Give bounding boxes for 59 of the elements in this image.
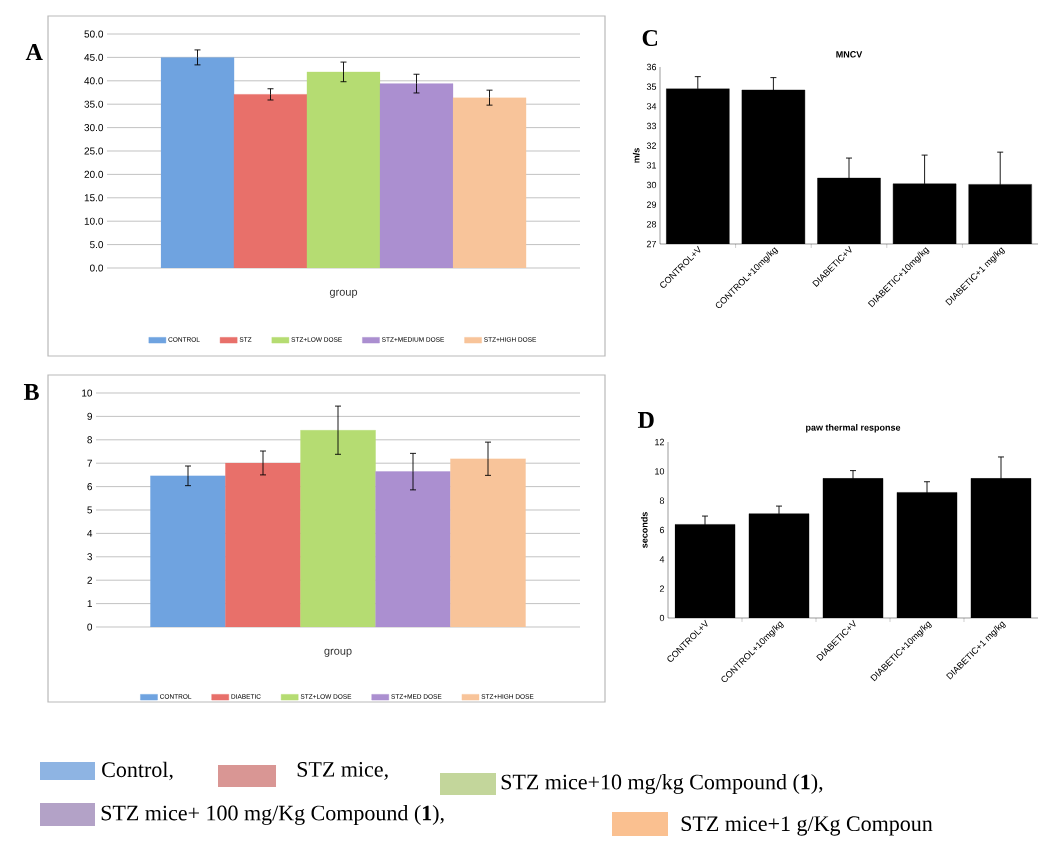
y-tick-label: 35 [646,83,657,90]
text: Control, [102,761,173,781]
text: C [642,29,658,47]
y-tick-label: 1 [87,600,92,608]
text: A [25,44,43,60]
y-tick-label: 10.0 [84,217,104,225]
y-tick-label: 3 [87,553,93,561]
y-tick-label: 2 [87,576,92,584]
bar [452,97,527,268]
y-tick-label: 9 [87,412,93,420]
y-tick-label: 30.0 [84,124,104,132]
y-tick-label: 0 [87,623,93,631]
y-tick-label: 34 [646,103,657,110]
y-tick-label: 15.0 [84,194,104,202]
bar [225,462,301,627]
y-tick-label: 4 [659,556,665,563]
text: STZ mice, [297,762,388,780]
text: B [23,384,39,400]
y-tick-label: 29 [646,201,657,208]
text: D [637,412,654,428]
y-tick-label: 33 [646,122,657,130]
y-tick-label: 0.0 [89,264,104,272]
y-tick-label: 45.0 [84,53,104,61]
y-tick-label: 8 [659,497,665,504]
y-tick-label: 2 [659,585,665,592]
text: STZ mice+1 g/Kg Compoun [681,816,933,836]
y-tick-label: 35.0 [84,100,104,108]
y-tick-label: 12 [655,438,665,446]
chart-title: MNCV [836,51,863,58]
y-tick-label: 10 [82,389,93,397]
bar [300,430,376,627]
y-tick-label: 50.0 [84,30,104,38]
text: STZ mice+ 100 mg/Kg Compound (1), [101,804,444,825]
y-tick-label: 8 [87,436,93,444]
y-tick-label: 30 [646,181,657,189]
chart-title: paw thermal response [806,424,901,433]
y-tick-label: 32 [646,142,657,149]
y-tick-label: 6 [659,526,665,534]
y-tick-label: 7 [87,459,92,467]
y-tick-label: 31 [646,162,657,169]
bar [379,83,454,268]
y-tick-label: 10 [655,468,665,475]
x-axis-title: group [329,289,358,298]
y-axis-title: m/s [632,148,640,163]
y-tick-label: 27 [646,240,657,248]
y-tick-label: 36 [646,63,657,71]
y-tick-label: 20.0 [84,170,104,178]
text: STZ mice+10 mg/kg Compound (1), [501,773,823,795]
y-tick-label: 4 [87,529,93,537]
bar [306,71,381,268]
y-tick-label: 5 [87,506,93,514]
x-axis-title: group [324,648,352,657]
y-tick-label: 28 [646,221,657,228]
y-tick-label: 0 [659,614,665,622]
y-tick-label: 6 [87,483,93,491]
y-tick-label: 5.0 [89,241,104,249]
y-axis-title: seconds [640,512,648,548]
y-tick-label: 25.0 [84,147,104,155]
y-tick-label: 40.0 [84,77,104,85]
